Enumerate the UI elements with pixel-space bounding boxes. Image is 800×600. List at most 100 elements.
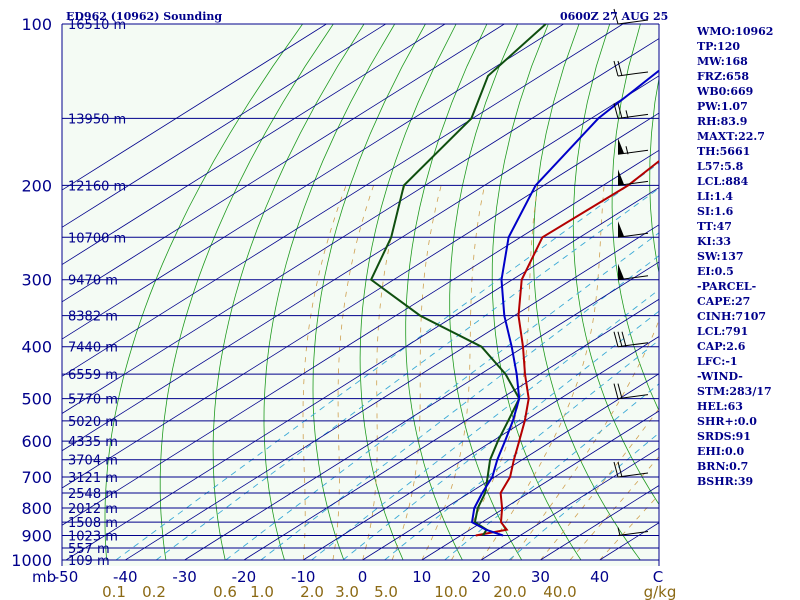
isotherm	[62, 24, 446, 266]
sounding-datetime: 0600Z 27 AUG 25	[560, 10, 669, 23]
wind-barb-flag	[613, 461, 619, 478]
wind-barb-shaft	[617, 180, 649, 186]
wind-barb	[613, 383, 649, 400]
wind-barb-shaft	[617, 530, 649, 536]
mixing-ratio-label: 5.0	[374, 583, 398, 600]
isotherm	[302, 336, 659, 561]
plot-area	[62, 24, 659, 566]
stability-index-item: RH:83.9	[697, 115, 748, 128]
stability-index-item: FRZ:658	[697, 70, 750, 83]
pressure-tick-label: 100	[21, 15, 52, 34]
sounding-traces	[369, 24, 659, 537]
height-label: 4335 m	[68, 435, 118, 450]
wind-barb	[613, 60, 649, 77]
wind-barb-shaft	[617, 342, 649, 348]
stability-index-item: LCL:884	[697, 175, 749, 188]
mixing-ratio-label: 40.0	[543, 583, 576, 600]
pressure-tick-label: 800	[21, 499, 52, 518]
isotherm	[62, 24, 564, 340]
wind-barb	[613, 8, 649, 25]
temperature-tick-label: 10	[412, 568, 431, 586]
isotherm	[184, 261, 659, 561]
isotherm	[62, 149, 659, 526]
moist-adiabat	[599, 493, 659, 561]
height-label: 557 m	[68, 542, 110, 557]
temperature-profile	[475, 159, 659, 537]
stability-index-item: PW:1.07	[697, 100, 748, 113]
height-label: 9470 m	[68, 274, 118, 289]
isotherm	[62, 38, 659, 415]
height-label: 109 m	[68, 554, 110, 569]
mixing-ratio-label: 2.0	[300, 583, 324, 600]
height-label: 10700 m	[68, 231, 126, 246]
stability-index-item: SW:137	[697, 250, 744, 263]
stability-index-item: STM:283/17	[697, 385, 772, 398]
temperature-tick-label: 30	[531, 568, 550, 586]
wind-barb-shaft	[617, 19, 649, 25]
wind-barb-flag	[613, 8, 619, 25]
isotherm	[362, 373, 659, 561]
stability-index-item: WMO:10962	[697, 25, 774, 38]
sounding-title: ED962 (10962) Sounding	[66, 10, 223, 23]
height-label: 13950 m	[68, 112, 126, 127]
height-label: 3121 m	[68, 471, 118, 486]
wind-barb-flag	[613, 60, 619, 77]
height-label: 8382 m	[68, 310, 118, 325]
mixing-ratio-line	[311, 289, 659, 561]
wind-barb	[617, 138, 649, 155]
stability-index-panel: WMO:10962 TP:120 MW:168 FRZ:658 WB0:669 PW:1.…	[697, 24, 797, 489]
stability-index-item: CINH:7107	[697, 310, 767, 323]
pressure-tick-label: 1000	[11, 551, 52, 570]
isotherm	[62, 24, 327, 191]
mixing-ratio-label: 20.0	[493, 583, 526, 600]
stability-index-item: SHR+:0.0	[697, 415, 757, 428]
temperature-tick-label: -10	[291, 568, 316, 586]
isotherm	[62, 24, 386, 228]
stability-index-item: BSHR:39	[697, 475, 754, 488]
wind-barb-flag	[613, 331, 619, 347]
mixing-ratio-label: 10.0	[434, 583, 467, 600]
wind-barb-shaft	[617, 394, 649, 400]
wind-barb-shaft	[617, 275, 649, 281]
wind-barb-half-flag	[625, 110, 629, 119]
height-label: 2012 m	[68, 502, 118, 517]
wind-barb-shaft	[617, 149, 649, 155]
stability-index-item: EI:0.5	[697, 265, 734, 278]
mixing-ratio-line	[444, 383, 659, 561]
wind-barb-flag	[617, 103, 623, 119]
moist-adiabat	[362, 185, 406, 561]
height-label: 16510 m	[68, 18, 126, 33]
wind-barb-shaft	[617, 113, 649, 119]
pressure-tick-label: 600	[21, 432, 52, 451]
height-label: 1508 m	[68, 516, 118, 531]
mixing-ratio-line	[260, 255, 659, 561]
height-label: 2548 m	[68, 487, 118, 502]
stability-index-item: LI:1.4	[697, 190, 734, 203]
moist-adiabat	[569, 455, 659, 561]
stability-index-item: KI:33	[697, 235, 732, 248]
pressure-tick-label: 200	[21, 176, 52, 195]
stability-index-item: EHI:0.0	[697, 445, 745, 458]
isotherm	[62, 24, 624, 377]
wind-barb	[617, 527, 649, 536]
pressure-tick-label: 900	[21, 526, 52, 545]
stability-index-item: SI:1.6	[697, 205, 734, 218]
pressure-tick-label: 500	[21, 390, 52, 409]
moist-adiabat	[302, 185, 347, 561]
wind-barb-shaft	[617, 472, 649, 478]
temperature-tick-label: 0	[358, 568, 368, 586]
mixing-ratio-line	[342, 310, 659, 561]
pressure-tick-label: 700	[21, 468, 52, 487]
stability-index-item: TT:47	[697, 220, 732, 233]
wind-barb-half-flag	[625, 146, 629, 155]
isotherm	[62, 24, 505, 303]
temperature-tick-label: -40	[113, 568, 138, 586]
pressure-tick-label: 300	[21, 271, 52, 290]
wind-barb	[613, 103, 649, 119]
stability-index-item: HEL:63	[697, 400, 743, 413]
wind-barb	[617, 221, 649, 238]
mixing-ratio-label: 0.2	[142, 583, 166, 600]
mixing-ratio-label: 0.1	[102, 583, 126, 600]
